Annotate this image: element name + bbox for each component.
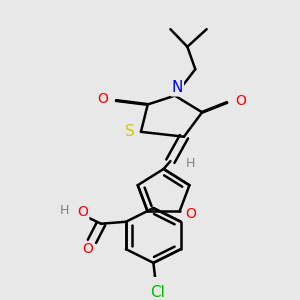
Text: O: O <box>82 242 93 256</box>
Text: O: O <box>97 92 108 106</box>
Text: O: O <box>185 207 196 221</box>
Text: O: O <box>235 94 246 107</box>
Text: N: N <box>172 80 183 95</box>
Text: S: S <box>125 124 134 139</box>
Text: O: O <box>77 205 88 219</box>
Text: H: H <box>186 157 196 169</box>
Text: Cl: Cl <box>151 285 165 300</box>
Text: H: H <box>60 203 70 217</box>
